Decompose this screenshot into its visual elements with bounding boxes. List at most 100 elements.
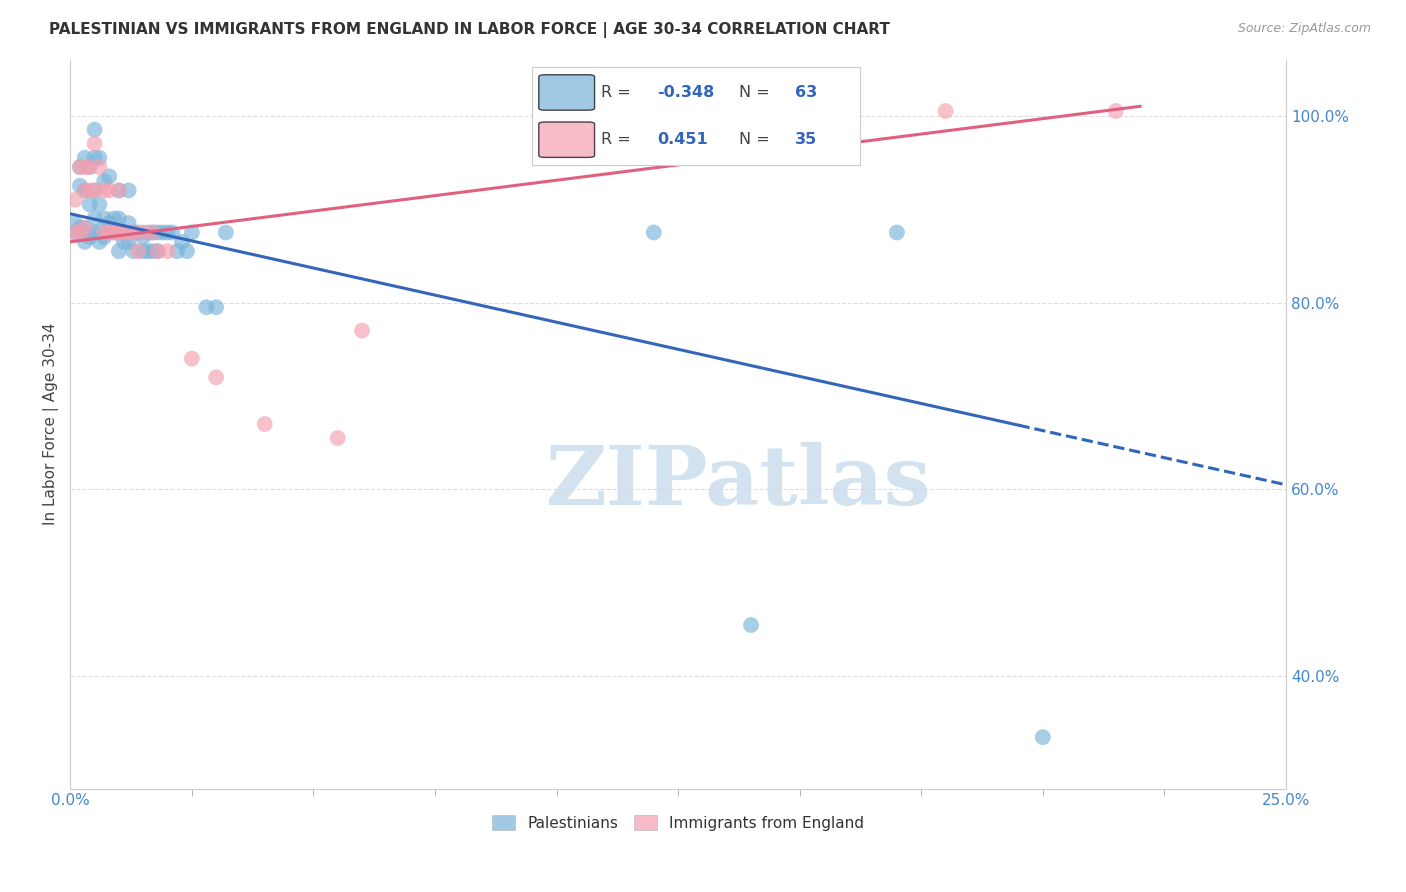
Point [69,220,91,235]
Point [73,183,96,197]
Point [79,230,101,244]
Point [1105,103,1128,118]
Point [132,230,155,244]
Point [152,226,174,240]
Point [132,244,155,259]
Point [117,226,139,240]
Point [205,370,228,384]
Point [886,226,908,240]
Point [69,160,91,174]
Point [93,183,115,197]
Text: PALESTINIAN VS IMMIGRANTS FROM ENGLAND IN LABOR FORCE | AGE 30-34 CORRELATION CH: PALESTINIAN VS IMMIGRANTS FROM ENGLAND I… [49,22,890,38]
Point [127,226,149,240]
Point [69,178,91,193]
Point [79,160,101,174]
Point [98,226,121,240]
Point [350,324,373,338]
Point [108,244,131,259]
Point [146,226,169,240]
Point [136,244,159,259]
Point [132,226,155,240]
Y-axis label: In Labor Force | Age 30-34: In Labor Force | Age 30-34 [44,323,59,525]
Point [89,151,111,165]
Point [83,211,105,226]
Point [326,431,349,445]
Point [142,244,165,259]
Point [215,226,238,240]
Text: ZIPatlas: ZIPatlas [546,442,932,523]
Point [79,197,101,211]
Text: Source: ZipAtlas.com: Source: ZipAtlas.com [1237,22,1371,36]
Point [63,216,86,230]
Point [117,183,139,197]
Point [83,122,105,136]
Point [1032,730,1054,744]
Point [117,216,139,230]
Point [156,226,179,240]
Point [108,226,131,240]
Point [98,169,121,184]
Point [63,226,86,240]
Point [108,226,131,240]
Point [180,226,202,240]
Point [142,226,165,240]
Point [83,226,105,240]
Point [253,417,276,431]
Point [740,618,762,632]
Point [69,160,91,174]
Point [195,300,218,314]
Point [93,211,115,226]
Point [73,235,96,249]
Point [103,226,125,240]
Point [93,230,115,244]
Point [63,226,86,240]
Point [112,226,135,240]
Point [79,160,101,174]
Point [108,183,131,197]
Point [146,244,169,259]
Point [112,235,135,249]
Point [180,351,202,366]
Point [108,211,131,226]
Point [166,244,188,259]
Point [93,174,115,188]
Point [122,226,145,240]
Point [156,244,179,259]
Point [122,226,145,240]
Point [83,136,105,151]
Point [83,183,105,197]
Point [83,151,105,165]
Point [136,226,159,240]
Point [98,226,121,240]
Point [146,244,169,259]
Legend: Palestinians, Immigrants from England: Palestinians, Immigrants from England [488,811,869,836]
Point [73,183,96,197]
Point [89,160,111,174]
Point [122,244,145,259]
Point [142,226,165,240]
Point [935,103,957,118]
Point [176,244,198,259]
Point [73,151,96,165]
Point [69,226,91,240]
Point [98,216,121,230]
Point [172,235,194,249]
Point [112,226,135,240]
Point [79,183,101,197]
Point [117,235,139,249]
Point [93,226,115,240]
Point [73,160,96,174]
Point [98,183,121,197]
Point [103,211,125,226]
Point [643,226,665,240]
Point [89,235,111,249]
Point [73,220,96,235]
Point [127,244,149,259]
Point [89,197,111,211]
Point [162,226,184,240]
Point [89,226,111,240]
Point [108,226,131,240]
Point [83,183,105,197]
Point [73,220,96,235]
Point [63,193,86,207]
